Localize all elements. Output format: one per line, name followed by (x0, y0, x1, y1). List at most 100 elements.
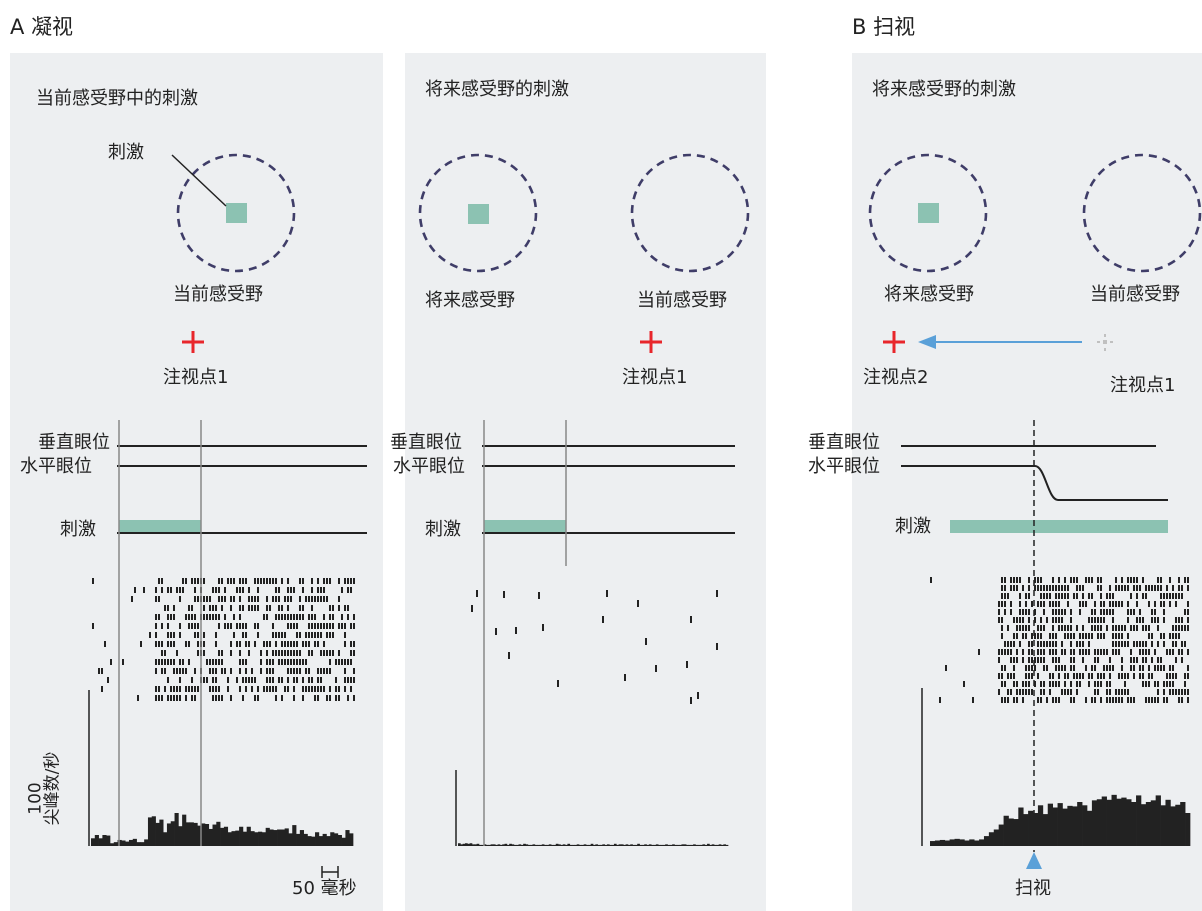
spike-tick (1106, 665, 1108, 671)
spike-tick (101, 686, 103, 692)
spike-tick (212, 677, 214, 683)
time-scale-label: 50 毫秒 (292, 878, 357, 899)
histogram-bin (490, 844, 494, 846)
spike-tick (194, 587, 196, 593)
spike-tick (230, 668, 232, 674)
spike-tick (1025, 673, 1027, 679)
spike-tick (1031, 641, 1033, 647)
spike-tick (263, 614, 265, 620)
histogram-bin (530, 844, 533, 846)
histogram-bin (495, 844, 498, 846)
histogram-bin (1062, 808, 1068, 846)
spike-tick (1142, 625, 1144, 631)
spike-tick (998, 617, 1000, 623)
spike-tick (1034, 577, 1036, 583)
spike-tick (341, 623, 343, 629)
spike-tick (1067, 625, 1069, 631)
spike-tick (1142, 593, 1144, 599)
spike-tick (1064, 585, 1066, 591)
spike-tick (655, 665, 657, 672)
spike-tick (1082, 601, 1084, 607)
histogram-bin (613, 843, 617, 846)
spike-tick (1178, 697, 1180, 703)
histogram-bin (537, 844, 540, 846)
spike-tick (1064, 577, 1066, 583)
spike-tick (1049, 641, 1051, 647)
spike-tick (257, 587, 259, 593)
spike-tick (323, 650, 325, 656)
spike-tick (1088, 649, 1090, 655)
spike-tick (1088, 593, 1090, 599)
histogram-bin (949, 839, 955, 846)
spike-tick (323, 587, 325, 593)
spike-tick (1070, 609, 1072, 615)
spike-tick (1052, 601, 1054, 607)
spike-tick (320, 686, 322, 692)
spike-tick (1100, 673, 1102, 679)
spike-tick (1169, 649, 1171, 655)
spike-tick (308, 686, 310, 692)
spike-tick (1013, 665, 1015, 671)
spike-tick (1022, 633, 1024, 639)
spike-tick (1157, 617, 1159, 623)
spike-tick (260, 668, 262, 674)
spike-tick (176, 650, 178, 656)
spike-tick (287, 587, 289, 593)
spike-tick (299, 632, 301, 638)
spike-tick (251, 686, 253, 692)
fixation-1-label: 注视点1 (1110, 375, 1176, 396)
spike-tick (239, 596, 241, 602)
histogram-bin (174, 813, 179, 846)
spike-tick (266, 677, 268, 683)
histogram-bin (560, 844, 564, 846)
spike-tick (311, 578, 313, 584)
histogram-bin (1082, 805, 1088, 846)
spike-tick (212, 668, 214, 674)
spike-tick (311, 632, 313, 638)
spike-tick (302, 695, 304, 701)
spike-tick (281, 650, 283, 656)
spike-tick (1163, 641, 1165, 647)
spike-tick (1034, 665, 1036, 671)
spike-tick (1031, 657, 1033, 663)
spike-tick (1013, 585, 1015, 591)
histogram-bin (1145, 802, 1152, 846)
spike-tick (266, 578, 268, 584)
spike-tick (227, 677, 229, 683)
horizontal-eye-label: 水平眼位 (20, 456, 92, 477)
spike-histogram (91, 813, 354, 846)
spike-tick (1010, 689, 1012, 695)
spike-tick (1103, 633, 1105, 639)
spike-tick (209, 605, 211, 611)
spike-tick (1097, 633, 1099, 639)
spike-tick (1004, 697, 1006, 703)
spike-tick (221, 650, 223, 656)
spike-tick (215, 641, 217, 647)
spike-tick (1124, 625, 1126, 631)
histogram-bin (341, 837, 346, 846)
spike-tick (239, 623, 241, 629)
spike-tick (1070, 649, 1072, 655)
spike-tick (224, 668, 226, 674)
spike-tick (188, 641, 190, 647)
spike-tick (245, 632, 247, 638)
spike-tick (296, 659, 298, 665)
spike-tick (353, 695, 355, 701)
spike-tick (1097, 673, 1099, 679)
spike-tick (1031, 633, 1033, 639)
spike-tick (1148, 585, 1150, 591)
spike-tick (1073, 697, 1075, 703)
histogram-bin (641, 844, 645, 846)
spike-histogram (458, 843, 729, 846)
spike-tick (1115, 585, 1117, 591)
spike-tick (1034, 609, 1036, 615)
histogram-bin (208, 828, 213, 846)
spike-tick (266, 614, 268, 620)
histogram-bin (611, 844, 615, 846)
spike-tick (233, 614, 235, 620)
spike-tick (1046, 593, 1048, 599)
spike-tick (164, 686, 166, 692)
spike-tick (1025, 593, 1027, 599)
stimulus-trace-label: 刺激 (895, 516, 931, 537)
spike-tick (182, 587, 184, 593)
